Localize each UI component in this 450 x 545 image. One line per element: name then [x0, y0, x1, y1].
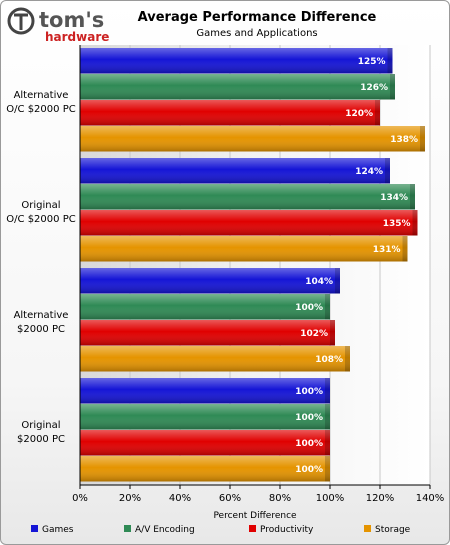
bar-shade-0-0 — [80, 48, 393, 74]
x-tick-label-40: 40% — [169, 493, 191, 504]
legend-swatch-1 — [124, 525, 131, 532]
bar-shade-1-2 — [80, 210, 418, 236]
bar-shade-2-0 — [80, 268, 340, 294]
bar-end-1-0 — [385, 158, 390, 184]
bar-value-label-1-0: 124% — [355, 167, 383, 177]
bar-shade-1-3 — [80, 236, 408, 262]
category-label-1-1: O/C $2000 PC — [6, 214, 75, 225]
bar-value-label-2-2: 102% — [300, 329, 328, 339]
bar-end-1-1 — [410, 184, 415, 210]
bar-shade-2-1 — [80, 294, 330, 320]
bar-value-label-0-2: 120% — [345, 109, 373, 119]
bar-shade-3-2 — [80, 430, 330, 456]
x-tick-label-60: 60% — [219, 493, 241, 504]
bar-shade-0-3 — [80, 126, 425, 152]
bar-end-0-1 — [390, 74, 395, 100]
category-label-3-1: $2000 PC — [17, 434, 65, 445]
category-label-0-1: O/C $2000 PC — [6, 104, 75, 115]
bar-end-1-3 — [402, 236, 408, 262]
bar-value-label-3-0: 100% — [295, 387, 323, 397]
bar-end-3-2 — [325, 430, 330, 456]
bar-value-label-3-2: 100% — [295, 439, 323, 449]
bars: 125% 126% 120% 138% 124% 134% 135% 131% 104% 100%… — [80, 48, 425, 482]
bar-end-3-3 — [325, 456, 330, 482]
bar-end-0-0 — [387, 48, 393, 74]
x-axis-label: Percent Difference — [213, 511, 297, 521]
x-tick-label-120: 120% — [366, 493, 395, 504]
bar-shade-2-3 — [80, 346, 350, 372]
bar-value-label-3-1: 100% — [295, 413, 323, 423]
bar-value-label-1-1: 134% — [380, 193, 408, 203]
category-label-2-1: $2000 PC — [17, 324, 65, 335]
axes: 0% 20% 40% 60% 80% 100% 120% 140% — [72, 45, 444, 504]
category-label-2-0: Alternative — [14, 310, 69, 321]
bar-value-label-1-3: 131% — [373, 245, 401, 255]
bar-end-0-3 — [420, 126, 425, 152]
chart-title: Average Performance Difference — [138, 10, 377, 25]
legend-label-3: Storage — [375, 525, 411, 535]
bar-shade-0-1 — [80, 74, 395, 100]
category-label-1-0: Original — [21, 200, 60, 211]
x-tick-label-0: 0% — [72, 493, 88, 504]
x-tick-label-100: 100% — [316, 493, 345, 504]
bar-end-2-3 — [345, 346, 350, 372]
legend: Games A/V Encoding Productivity Storage — [31, 525, 411, 535]
bar-shade-1-1 — [80, 184, 415, 210]
bar-end-3-1 — [325, 404, 330, 430]
category-label-0-0: Alternative — [14, 90, 69, 101]
bar-end-0-2 — [375, 100, 380, 126]
bar-value-label-2-3: 108% — [315, 355, 343, 365]
bar-shade-3-1 — [80, 404, 330, 430]
bar-end-2-1 — [325, 294, 330, 320]
bar-shade-2-2 — [80, 320, 335, 346]
legend-label-2: Productivity — [260, 525, 314, 535]
bar-shade-3-0 — [80, 378, 330, 404]
bar-value-label-1-2: 135% — [383, 219, 411, 229]
legend-label-0: Games — [42, 525, 74, 535]
legend-swatch-3 — [364, 525, 371, 532]
bar-end-1-2 — [412, 210, 418, 236]
bar-value-label-3-3: 100% — [295, 465, 323, 475]
chart-subtitle: Games and Applications — [196, 28, 317, 39]
bar-end-2-2 — [330, 320, 335, 346]
x-tick-label-20: 20% — [119, 493, 141, 504]
x-tick-label-140: 140% — [416, 493, 445, 504]
bar-value-label-0-3: 138% — [390, 135, 418, 145]
legend-label-1: A/V Encoding — [135, 525, 195, 535]
bar-value-label-0-1: 126% — [360, 83, 388, 93]
bar-end-2-0 — [335, 268, 340, 294]
logo-line1: tom's — [39, 8, 104, 32]
bar-end-3-0 — [325, 378, 330, 404]
legend-swatch-0 — [31, 525, 38, 532]
bar-value-label-2-1: 100% — [295, 303, 323, 313]
x-tick-label-80: 80% — [269, 493, 291, 504]
bar-shade-0-2 — [80, 100, 380, 126]
bar-value-label-2-0: 104% — [305, 277, 333, 287]
bar-shade-3-3 — [80, 456, 330, 482]
category-label-3-0: Original — [21, 420, 60, 431]
legend-swatch-2 — [249, 525, 256, 532]
logo-line2: hardware — [45, 30, 109, 44]
category-labels: Alternative O/C $2000 PC Original O/C $2000… — [6, 90, 75, 445]
toms-hardware-logo: tom's hardware — [7, 7, 109, 44]
bar-value-label-0-0: 125% — [358, 57, 386, 67]
bar-shade-1-0 — [80, 158, 390, 184]
